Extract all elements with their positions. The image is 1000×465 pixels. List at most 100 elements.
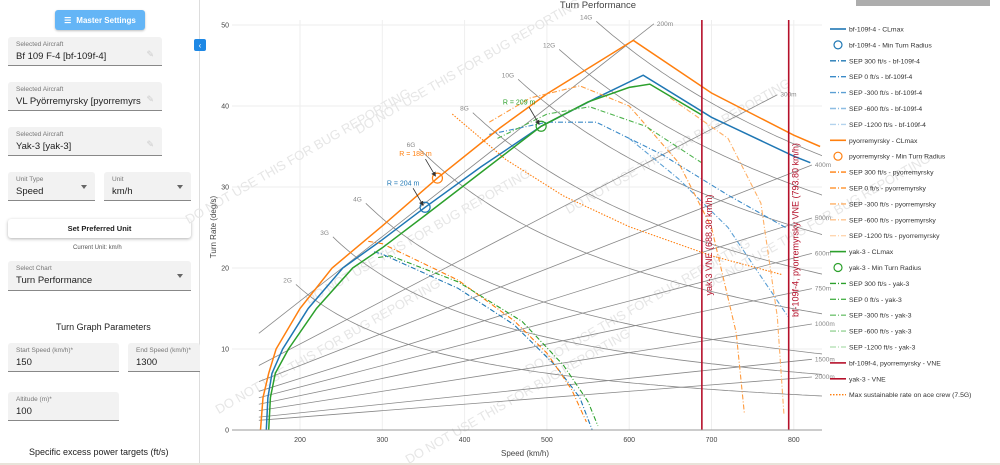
series-line	[259, 39, 821, 431]
legend-item: SEP 300 ft/s - pyorremyrsky	[849, 170, 934, 177]
annotation-arrow	[528, 107, 540, 125]
legend-item: yak-3 - VNE	[849, 376, 886, 383]
legend-item: pyorremyrsky - Min Turn Radius	[849, 154, 946, 161]
y-tick-label: 30	[221, 185, 229, 192]
legend-item: SEP 0 ft/s - bf-109f-4	[849, 74, 913, 81]
turn-radius-label: 600m	[815, 250, 831, 257]
min-turn-radius-marker	[419, 201, 431, 213]
annotation-arrow	[412, 188, 424, 206]
g-load-label: 6G	[407, 142, 416, 149]
aircraft-select-2[interactable]: Selected Aircraft VL Pyörremyrsky [pyorr…	[8, 82, 162, 111]
series-line	[373, 251, 593, 431]
x-tick-label: 600	[623, 437, 635, 444]
legend-item: Max sustainable rate on ace crew (7.5G)	[849, 392, 971, 399]
turn-radius-label: 2000m	[815, 374, 835, 381]
unit-select[interactable]: Unit km/h	[104, 172, 191, 201]
series-line	[628, 137, 789, 317]
g-load-label: 8G	[460, 106, 469, 113]
g-load-line	[472, 112, 822, 275]
min-turn-radius-marker	[431, 172, 444, 184]
vne-label: yak-3 VNE (688.30 km/h)	[704, 194, 714, 295]
g-load-label: 14G	[580, 14, 592, 21]
turn-radius-line	[258, 288, 812, 405]
unit-type-select[interactable]: Unit Type Speed	[8, 172, 95, 201]
master-settings-button[interactable]: ☰ Master Settings	[55, 10, 145, 30]
pencil-icon[interactable]: ✎	[146, 139, 154, 149]
legend-marker	[833, 151, 843, 161]
watermark-text: DO NOT USE THIS FOR BUG REPORTING	[403, 325, 633, 465]
legend-item: SEP -600 ft/s - yak-3	[849, 329, 912, 336]
legend-item: SEP 300 ft/s - bf-109f-4	[849, 58, 920, 65]
aircraft-select-3[interactable]: Selected Aircraft Yak-3 [yak-3] ✎	[8, 127, 162, 156]
legend-item: SEP -300 ft/s - yak-3	[849, 313, 912, 320]
x-tick-label: 800	[788, 437, 800, 444]
min-turn-radius-label: R = 188 m	[399, 151, 432, 158]
y-tick-label: 40	[221, 104, 229, 111]
altitude-input[interactable]: Altitude (m)* 100	[8, 392, 119, 421]
turn-radius-line	[258, 358, 812, 418]
current-unit-text: Current Unit: km/h	[73, 245, 122, 251]
y-tick-label: 10	[221, 347, 229, 354]
chart-modebar[interactable]	[856, 0, 990, 6]
legend-item: bf-109f-4 - CLmax	[849, 27, 904, 34]
legend-item: SEP 0 ft/s - pyorremyrsky	[849, 186, 927, 193]
g-load-label: 10G	[502, 72, 514, 79]
pencil-icon[interactable]: ✎	[146, 94, 154, 104]
turn-radius-line	[258, 252, 813, 399]
series-line	[368, 240, 587, 423]
y-tick-label: 0	[225, 428, 229, 435]
x-tick-label: 500	[541, 437, 553, 444]
legend-item: SEP -600 ft/s - pyorremyrsky	[849, 217, 936, 224]
set-preferred-unit-button[interactable]: Set Preferred Unit	[8, 219, 191, 238]
legend-marker	[833, 40, 843, 50]
legend-item: SEP 0 ft/s - yak-3	[849, 297, 902, 304]
series-line	[378, 255, 599, 427]
legend-item: SEP -600 ft/s - bf-109f-4	[849, 106, 922, 113]
x-tick-label: 300	[376, 437, 388, 444]
min-turn-radius-label: R = 204 m	[387, 180, 420, 187]
collapse-sidebar-button[interactable]: ‹	[194, 39, 206, 51]
pencil-icon[interactable]: ✎	[146, 49, 154, 59]
annotation-arrow	[425, 158, 436, 177]
g-load-label: 3G	[320, 230, 329, 237]
g-load-label: 12G	[543, 42, 555, 49]
series-line	[267, 83, 702, 431]
turn-radius-label: 750m	[815, 286, 831, 293]
turn-radius-line	[258, 217, 813, 392]
legend-item: SEP -1200 ft/s - pyorremyrsky	[849, 233, 940, 240]
sliders-icon: ☰	[64, 15, 72, 25]
y-tick-label: 20	[221, 266, 229, 273]
legend-item: pyorremyrsky - CLmax	[849, 138, 918, 145]
y-tick-label: 50	[221, 23, 229, 30]
turn-radius-line	[258, 376, 812, 421]
end-speed-input[interactable]: End Speed (km/h)* 1300	[128, 343, 200, 372]
x-tick-label: 200	[294, 437, 306, 444]
chevron-left-icon: ‹	[198, 40, 202, 50]
chart-select[interactable]: Select Chart Turn Performance	[8, 261, 191, 291]
chevron-down-icon	[177, 185, 183, 189]
turn-radius-label: 1500m	[815, 356, 835, 363]
g-load-line	[295, 284, 822, 397]
chevron-down-icon	[81, 185, 87, 189]
start-speed-input[interactable]: Start Speed (km/h)* 150	[8, 343, 119, 372]
series-line	[497, 106, 702, 164]
turn-params-heading: Turn Graph Parameters	[56, 322, 151, 332]
legend-item: SEP -1200 ft/s - yak-3	[849, 345, 916, 352]
legend-item: SEP -1200 ft/s - bf-109f-4	[849, 122, 926, 129]
sep-targets-heading: Specific excess power targets (ft/s)	[29, 447, 169, 457]
legend-marker	[833, 262, 843, 273]
aircraft-select-1[interactable]: Selected Aircraft Bf 109 F-4 [bf-109f-4]…	[8, 37, 162, 66]
turn-radius-line	[258, 94, 778, 366]
g-load-line	[558, 49, 822, 196]
turn-radius-line	[258, 164, 813, 383]
legend-item: SEP -300 ft/s - pyorremyrsky	[849, 201, 936, 208]
legend-item: yak-3 - Min Turn Radius	[849, 265, 922, 272]
chevron-down-icon	[177, 274, 183, 278]
legend-item: bf-109f-4 - Min Turn Radius	[849, 42, 932, 49]
turn-radius-line	[258, 23, 655, 334]
y-axis-label: Turn Rate (deg/s)	[209, 195, 218, 258]
series-line	[265, 74, 811, 431]
g-load-label: 4G	[353, 196, 362, 203]
legend-item: bf-109f-4, pyorremyrsky - VNE	[849, 360, 941, 367]
